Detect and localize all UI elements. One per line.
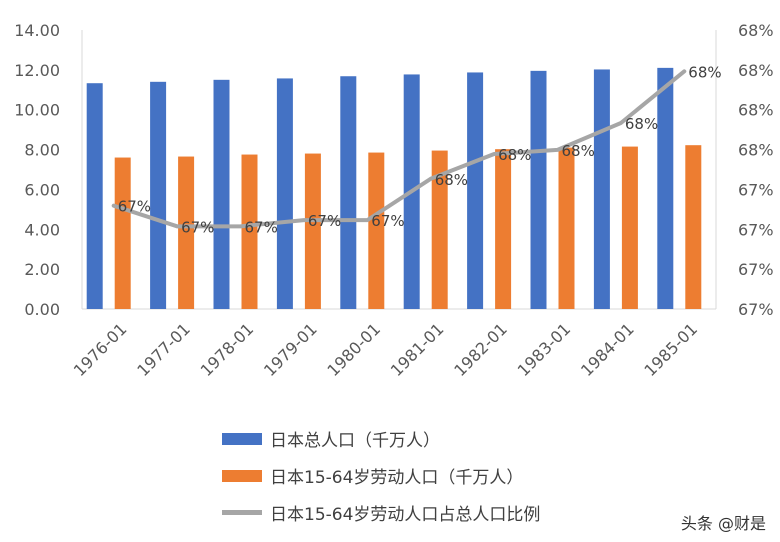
- x-tick-label: 1976-01: [70, 319, 131, 380]
- ratio-data-label: 68%: [498, 146, 531, 164]
- bar-labor-population: [495, 149, 512, 309]
- x-tick-label: 1978-01: [197, 319, 258, 380]
- legend-item-ratio: 日本15-64岁劳动人口占总人口比例: [222, 494, 540, 531]
- ratio-data-label: 67%: [118, 198, 151, 216]
- legend-swatch-blue: [222, 432, 262, 445]
- right-y-tick-label: 67%: [738, 180, 774, 199]
- bar-labor-population: [178, 156, 195, 309]
- x-tick-label: 1981-01: [387, 319, 448, 380]
- ratio-data-label: 68%: [688, 63, 721, 81]
- x-tick-label: 1984-01: [577, 319, 638, 380]
- bar-labor-population: [558, 147, 575, 309]
- x-tick-label: 1977-01: [133, 319, 194, 380]
- bars-layer: [86, 67, 702, 310]
- left-y-tick-label: 10.00: [14, 101, 60, 120]
- legend-swatch-gray-line: [222, 510, 262, 515]
- bar-labor-population: [368, 152, 385, 309]
- ratio-line: [111, 69, 687, 229]
- right-y-tick-label: 68%: [738, 141, 774, 160]
- bar-total-population: [467, 72, 484, 309]
- right-y-tick-label: 67%: [738, 300, 774, 319]
- watermark-text: 头条 @财是: [680, 514, 766, 533]
- right-y-tick-label: 68%: [738, 61, 774, 80]
- bar-labor-population: [241, 154, 258, 309]
- ratio-data-label: 67%: [371, 212, 404, 230]
- left-y-tick-label: 6.00: [24, 180, 60, 199]
- bar-total-population: [86, 83, 103, 309]
- legend-label: 日本总人口（千万人）: [270, 431, 440, 451]
- right-y-tick-label: 68%: [738, 101, 774, 120]
- left-y-tick-label: 14.00: [14, 21, 60, 40]
- legend-label: 日本15-64岁劳动人口占总人口比例: [270, 505, 541, 525]
- ratio-data-label: 68%: [625, 115, 658, 133]
- bar-total-population: [150, 81, 167, 309]
- x-tick-label: 1982-01: [450, 319, 511, 380]
- x-axis-ticks: 1976-01 1977-01 1978-01 1979-01 1980-01 1981-…: [70, 319, 701, 380]
- ratio-data-label: 67%: [308, 212, 341, 230]
- x-tick-label: 1983-01: [514, 319, 575, 380]
- legend-label: 日本15-64岁劳动人口（千万人）: [270, 468, 524, 488]
- ratio-data-label: 68%: [435, 171, 468, 189]
- legend-item-labor-population: 日本15-64岁劳动人口（千万人）: [222, 457, 540, 494]
- right-y-tick-label: 67%: [738, 220, 774, 239]
- left-y-tick-label: 2.00: [24, 260, 60, 279]
- bar-total-population: [530, 70, 547, 309]
- left-y-tick-label: 12.00: [14, 61, 60, 80]
- bar-total-population: [276, 78, 293, 310]
- right-y-axis: 67% 67% 67% 67% 68% 68% 68% 68%: [738, 21, 774, 319]
- ratio-data-label: 68%: [562, 142, 595, 160]
- ratio-data-label: 67%: [245, 218, 278, 236]
- x-tick-label: 1980-01: [323, 319, 384, 380]
- bar-total-population: [657, 67, 674, 309]
- left-y-tick-label: 4.00: [24, 220, 60, 239]
- legend-swatch-orange: [222, 469, 262, 482]
- left-y-tick-label: 0.00: [24, 300, 60, 319]
- right-y-tick-label: 67%: [738, 260, 774, 279]
- x-tick-label: 1985-01: [640, 319, 701, 380]
- left-y-axis: 0.00 2.00 4.00 6.00 8.00 10.00 12.00 14.00: [14, 21, 60, 319]
- ratio-data-label: 67%: [181, 218, 214, 236]
- bar-labor-population: [431, 150, 448, 309]
- x-tick-label: 1979-01: [260, 319, 321, 380]
- left-y-tick-label: 8.00: [24, 141, 60, 160]
- bar-labor-population: [114, 157, 131, 309]
- bar-total-population: [340, 76, 357, 309]
- bar-labor-population: [621, 146, 638, 309]
- bar-labor-population: [685, 145, 702, 309]
- legend: 日本总人口（千万人） 日本15-64岁劳动人口（千万人） 日本15-64岁劳动人…: [222, 420, 540, 531]
- ratio-line-layer: 67% 67% 67% 67% 67% 68% 68% 68% 68% 68%: [111, 63, 722, 236]
- legend-item-total-population: 日本总人口（千万人）: [222, 420, 540, 457]
- bar-total-population: [213, 79, 230, 309]
- right-y-tick-label: 68%: [738, 21, 774, 40]
- bar-labor-population: [304, 153, 321, 309]
- bar-total-population: [593, 69, 610, 309]
